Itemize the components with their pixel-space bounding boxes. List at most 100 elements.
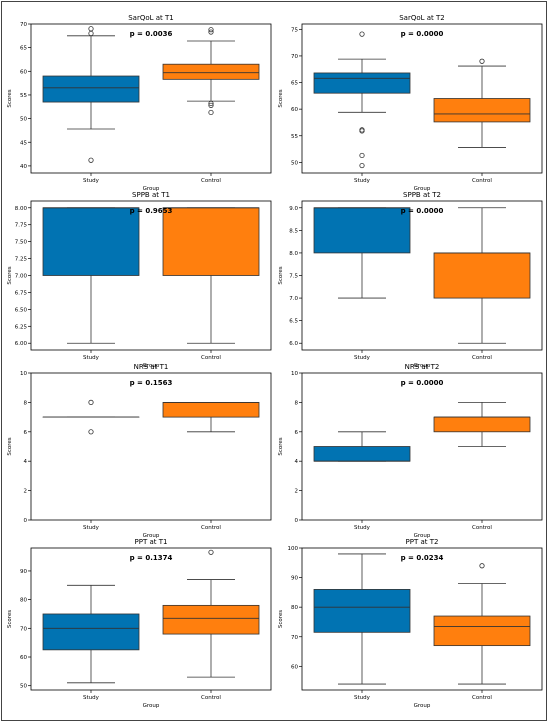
y-axis-label: Scores — [278, 266, 284, 284]
chart-title: NRS at T1 — [134, 363, 169, 371]
y-tick-label: 90 — [20, 569, 27, 575]
iqr-box — [433, 416, 531, 433]
outlier-point — [359, 31, 365, 37]
box-control — [433, 401, 531, 447]
outlier-point — [359, 152, 365, 159]
y-tick-label: 0 — [295, 518, 299, 524]
outlier-point — [208, 29, 214, 35]
x-axis-label: Group — [414, 533, 431, 539]
chart-panel-8: PPT at T2 p = 0.0234 60 70 80 90 100 Study Contr… — [278, 538, 543, 709]
y-tick-label: 90 — [291, 576, 298, 582]
x-tick-label-control: Control — [472, 695, 492, 701]
y-tick-label: 65 — [291, 81, 298, 87]
y-tick-label: 100 — [288, 546, 299, 552]
y-tick-label: 9.0 — [289, 206, 298, 212]
outlier-point — [88, 429, 94, 435]
y-tick-label: 2 — [24, 489, 28, 495]
chart-panel-4: SPPB at T2 p = 0.0000 6.0 6.5 7.0 7.5 8.0 8.5 9.… — [278, 191, 543, 369]
x-tick-label-control: Control — [472, 178, 492, 184]
box-study — [313, 431, 411, 462]
p-value-label: p = 0.0234 — [401, 554, 444, 562]
y-tick-label: 70 — [291, 54, 298, 60]
outlier-point — [88, 399, 94, 405]
y-tick-label: 4 — [295, 459, 299, 465]
y-tick-label: 80 — [20, 598, 27, 604]
x-tick-label-study: Study — [83, 695, 100, 701]
x-axis-label: Group — [414, 703, 431, 709]
x-tick-label-control: Control — [201, 178, 221, 184]
y-tick-label: 7.75 — [15, 223, 28, 229]
y-tick-label: 4 — [24, 459, 28, 465]
outlier-point — [479, 563, 485, 569]
iqr-box — [162, 207, 260, 276]
chart-panel-5: NRS at T1 p = 0.1563 0 2 4 6 8 10 Study Control Gr… — [7, 363, 272, 539]
iqr-box — [162, 604, 260, 635]
y-tick-label: 70 — [20, 626, 27, 632]
outlier-point — [208, 27, 214, 33]
y-tick-label: 2 — [295, 489, 299, 495]
y-tick-label: 7.25 — [15, 257, 28, 263]
iqr-box — [42, 75, 140, 103]
x-axis-label: Group — [143, 703, 160, 709]
chart-title: PPT at T2 — [406, 538, 439, 546]
y-tick-label: 6.00 — [15, 341, 28, 347]
y-tick-label: 6 — [24, 430, 28, 436]
y-tick-label: 6.75 — [15, 290, 28, 296]
y-tick-label: 60 — [291, 107, 298, 113]
box-control — [162, 549, 260, 678]
y-tick-label: 7.50 — [15, 240, 28, 246]
iqr-box — [433, 98, 531, 123]
box-control — [162, 27, 260, 116]
axes-frame — [301, 372, 543, 521]
y-tick-label: 80 — [291, 605, 298, 611]
iqr-box — [162, 63, 260, 80]
box-control — [433, 58, 531, 148]
y-tick-label: 65 — [20, 46, 27, 52]
outlier-point — [88, 157, 94, 163]
iqr-box — [313, 72, 411, 94]
y-tick-label: 10 — [20, 371, 27, 377]
outlier-point — [208, 549, 214, 555]
chart-panel-7: PPT at T1 p = 0.1374 50 60 70 80 90 Study Contro… — [7, 538, 272, 709]
box-control — [162, 401, 260, 433]
outlier-point — [208, 109, 214, 116]
axes-frame — [30, 372, 272, 521]
y-axis-label: Scores — [7, 437, 13, 455]
y-tick-label: 0 — [24, 518, 28, 524]
y-tick-label: 55 — [20, 93, 27, 99]
chart-title: SPPB at T1 — [132, 191, 170, 199]
y-tick-label: 70 — [20, 22, 27, 28]
chart-title: SarQoL at T2 — [399, 14, 445, 22]
y-tick-label: 7.5 — [289, 274, 298, 280]
chart-panel-2: SarQoL at T2 p = 0.0000 50 55 60 65 70 75 Study C… — [278, 14, 543, 192]
y-tick-label: 55 — [291, 134, 298, 140]
outlier-point — [88, 26, 94, 32]
x-tick-label-study: Study — [354, 178, 371, 184]
y-tick-label: 75 — [291, 27, 298, 33]
y-tick-label: 45 — [20, 140, 27, 146]
p-value-label: p = 0.1374 — [130, 554, 173, 562]
y-tick-label: 6.50 — [15, 307, 28, 313]
axes-frame — [301, 23, 543, 174]
iqr-box — [42, 207, 140, 276]
y-axis-label: Scores — [7, 610, 13, 628]
p-value-label: p = 0.9653 — [130, 207, 173, 215]
outlier-point — [479, 58, 485, 64]
y-tick-label: 50 — [291, 160, 298, 166]
chart-panel-3: SPPB at T1 p = 0.9653 6.00 6.25 6.50 6.75 7.00… — [7, 191, 272, 369]
outlier-point — [359, 127, 365, 133]
x-tick-label-control: Control — [472, 525, 492, 531]
x-tick-label-control: Control — [472, 355, 492, 361]
y-tick-label: 60 — [20, 69, 27, 75]
y-tick-label: 8.0 — [289, 251, 298, 257]
x-axis-label: Group — [414, 363, 431, 369]
x-tick-label-control: Control — [201, 525, 221, 531]
iqr-box — [433, 615, 531, 647]
p-value-label: p = 0.1563 — [130, 379, 173, 387]
x-axis-label: Group — [143, 363, 160, 369]
axes-frame — [301, 547, 543, 691]
x-axis-label: Group — [414, 186, 431, 192]
iqr-box — [313, 207, 411, 254]
